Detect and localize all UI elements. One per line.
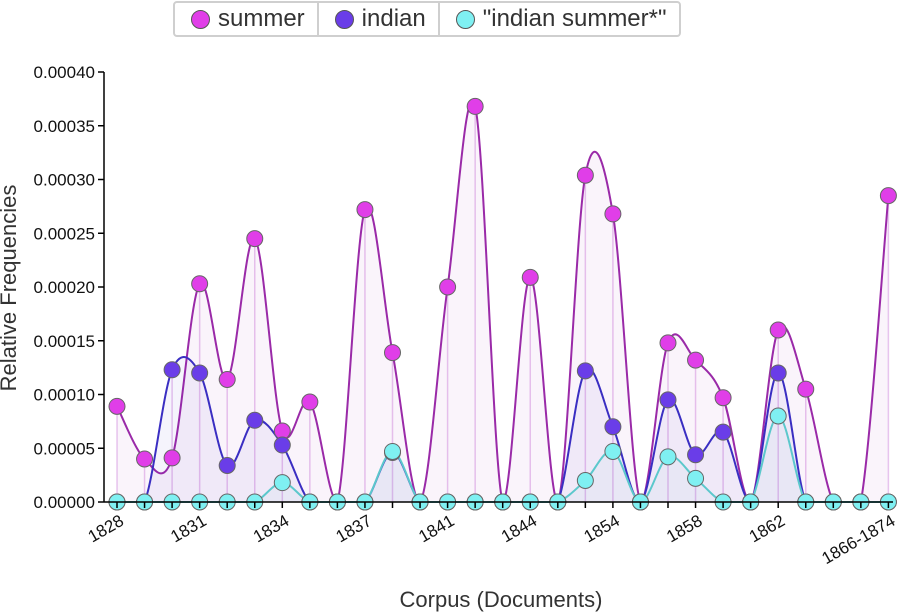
y-tick-label: 0.00005 [34, 439, 95, 458]
x-tick-label: 1858 [663, 511, 705, 546]
data-point [769, 321, 787, 339]
legend-swatch [334, 9, 354, 29]
x-tick-label: 1854 [581, 511, 623, 546]
x-tick-label: 1866-1874 [818, 511, 898, 568]
data-point [714, 423, 732, 441]
y-tick-label: 0.00015 [34, 332, 95, 351]
legend-label: "indian summer*" [482, 5, 667, 32]
legend-label: indian [361, 5, 426, 32]
data-point [687, 446, 705, 464]
data-point [714, 389, 732, 407]
data-point [163, 361, 181, 379]
data-point [273, 436, 291, 454]
y-tick-label: 0.00040 [34, 63, 95, 82]
data-point [604, 418, 622, 436]
data-point [356, 201, 374, 219]
data-point [769, 407, 787, 425]
series-layer [108, 97, 897, 511]
x-tick-label: 1834 [250, 511, 292, 546]
data-point [246, 411, 264, 429]
x-axis-title: Corpus (Documents) [400, 587, 603, 612]
x-tick-label: 1828 [85, 511, 127, 546]
data-point [521, 268, 539, 286]
legend-item-0[interactable]: summer [175, 3, 319, 35]
x-tick-label: 1831 [167, 511, 209, 546]
data-point [191, 275, 209, 293]
legend-item-1[interactable]: indian [319, 3, 440, 35]
data-point [576, 472, 594, 489]
series-area [117, 356, 889, 502]
y-axis-title: Relative Frequencies [0, 185, 21, 392]
data-point [163, 449, 181, 467]
x-tick-label: 1837 [333, 511, 375, 546]
data-point [439, 278, 457, 296]
data-point [384, 344, 401, 362]
y-tick-label: 0.00035 [34, 117, 95, 136]
y-tick-label: 0.00030 [34, 171, 95, 190]
y-tick-label: 0.00025 [34, 224, 95, 243]
data-point [191, 364, 209, 382]
data-point [576, 362, 594, 380]
data-point [687, 351, 705, 369]
legend-label: summer [218, 5, 305, 32]
data-point [769, 364, 787, 382]
data-point [218, 456, 236, 474]
data-point [659, 391, 677, 409]
series-area [117, 100, 889, 502]
data-point [384, 442, 401, 460]
data-point [246, 230, 264, 248]
data-point [273, 474, 291, 492]
x-tick-label: 1862 [746, 511, 788, 546]
data-point [659, 448, 677, 466]
legend-swatch [191, 9, 210, 29]
x-tick-label: 1844 [498, 511, 540, 546]
data-point [108, 397, 126, 415]
data-point [687, 469, 705, 487]
data-point [218, 370, 236, 388]
data-point [879, 187, 897, 205]
data-point [576, 166, 594, 184]
legend-item-2[interactable]: "indian summer*" [440, 3, 679, 35]
chart-legend: summer indian "indian summer*" [173, 1, 681, 37]
data-point [659, 334, 677, 352]
legend-swatch [455, 9, 475, 29]
y-tick-label: 0.00020 [34, 278, 95, 297]
data-point [466, 97, 484, 115]
data-point [136, 450, 154, 468]
y-tick-label: 0.00000 [34, 493, 95, 512]
data-point [301, 393, 319, 411]
y-tick-label: 0.00010 [34, 386, 95, 405]
data-point [604, 205, 622, 223]
x-tick-label: 1841 [415, 511, 457, 546]
data-point [797, 380, 815, 398]
data-point [604, 442, 622, 460]
